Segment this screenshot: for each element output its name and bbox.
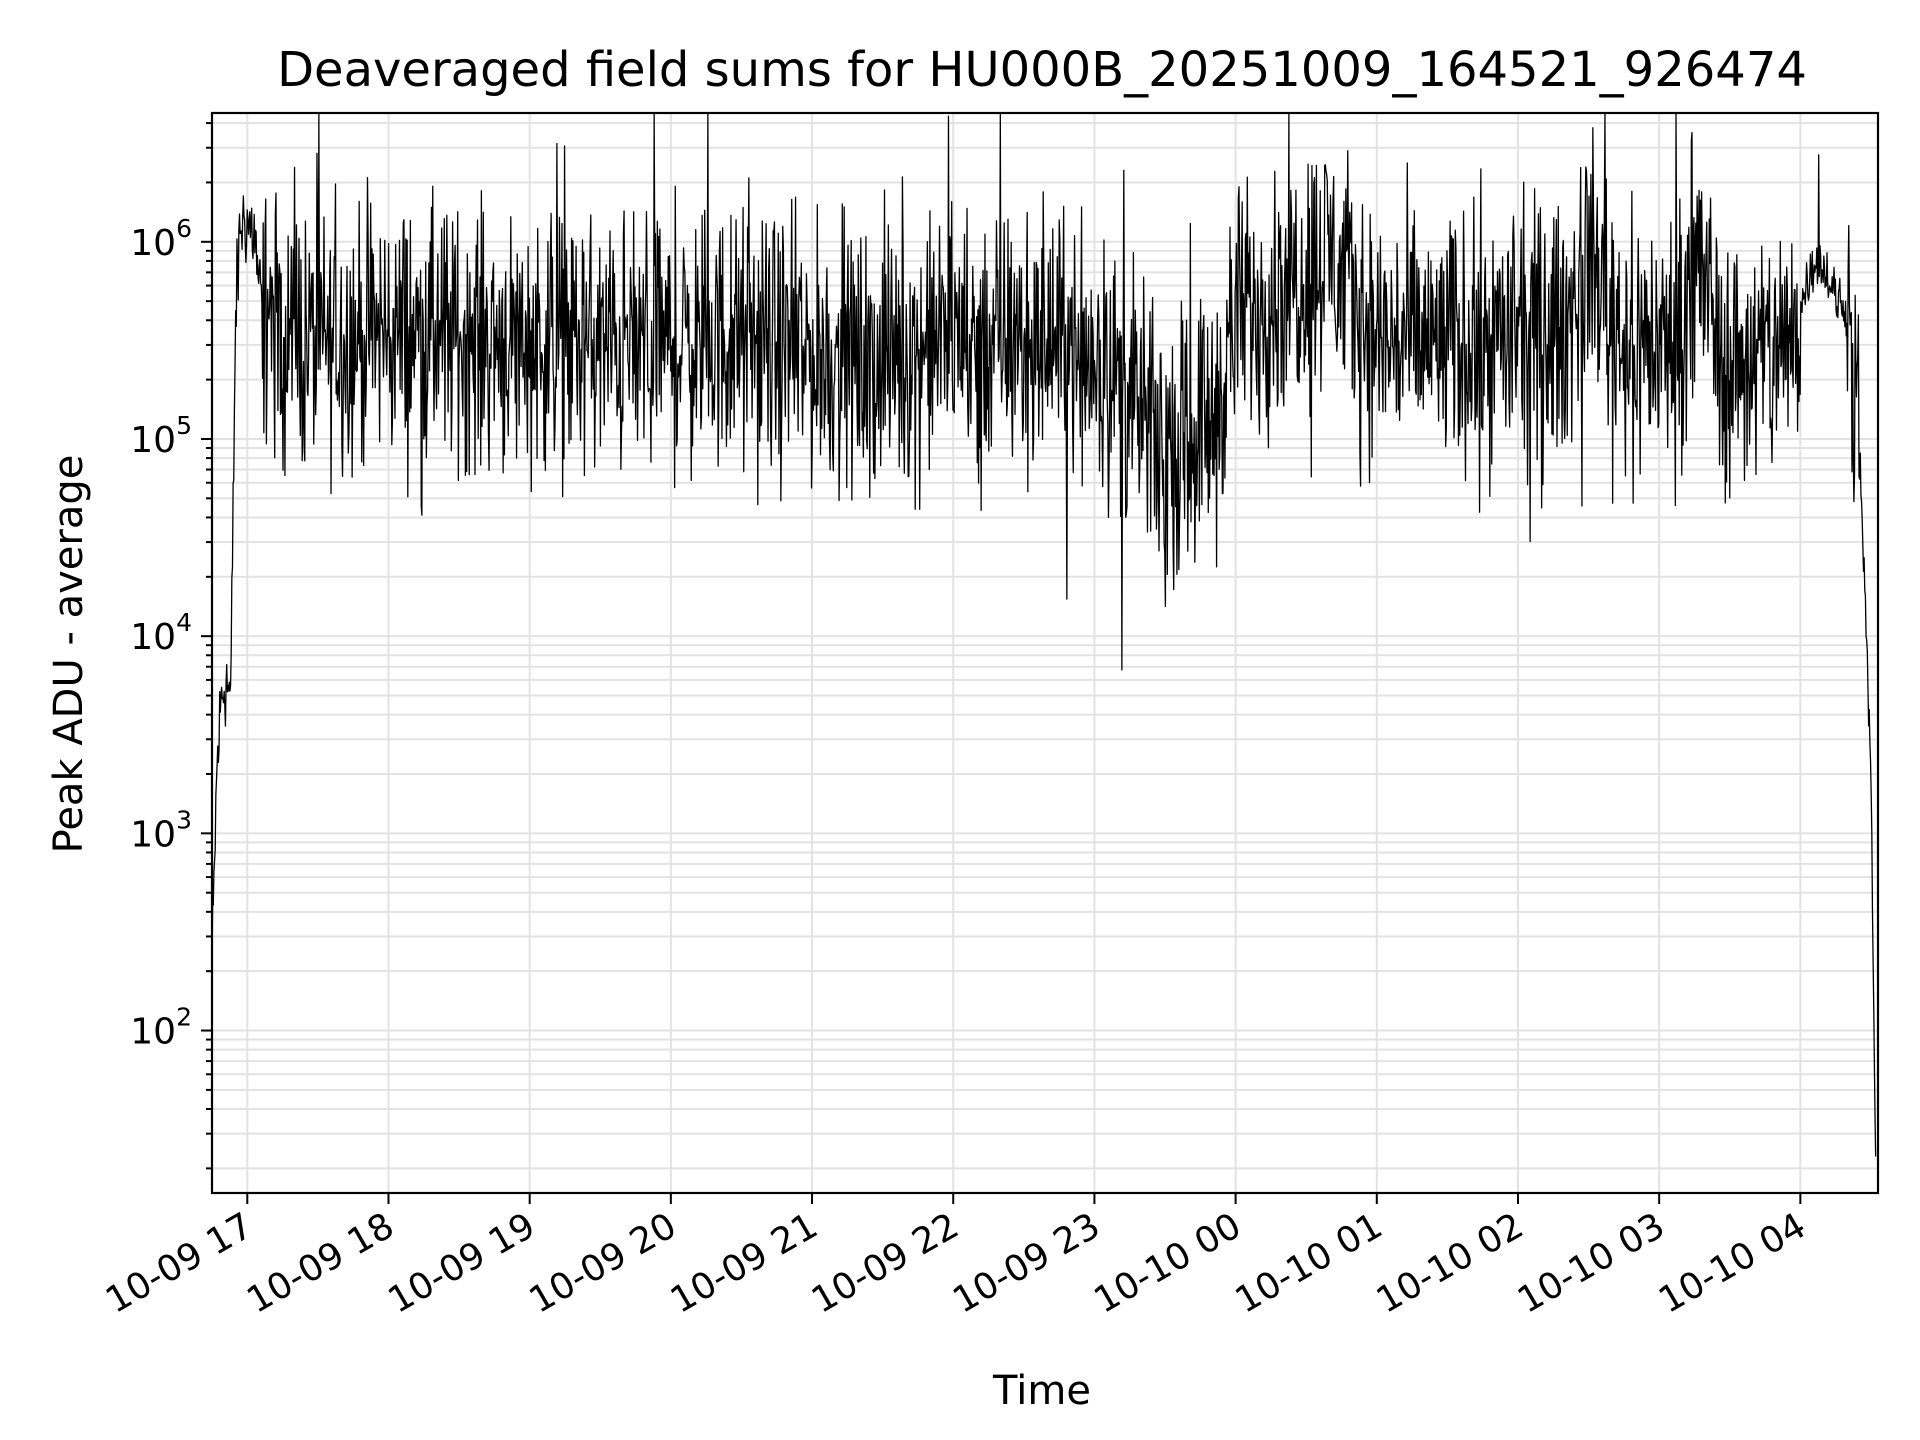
y-axis-label: Peak ADU - average	[46, 455, 92, 854]
y-tick-base: 10	[130, 223, 176, 264]
y-tick-label: 104	[130, 608, 192, 658]
x-axis-label: Time	[992, 1368, 1091, 1414]
series-line	[211, 112, 1877, 1157]
y-tick-base: 10	[130, 814, 176, 855]
y-tick-label: 105	[130, 411, 192, 461]
plot-area	[211, 112, 1877, 1157]
y-tick-label: 102	[130, 1003, 192, 1053]
y-tick-label: 103	[130, 805, 192, 855]
y-tick-exponent: 2	[176, 1003, 192, 1032]
y-tick-base: 10	[130, 1012, 176, 1053]
y-tick-exponent: 5	[176, 411, 192, 440]
y-tick-base: 10	[130, 617, 176, 658]
chart-title: Deaveraged field sums for HU000B_2025100…	[277, 42, 1807, 98]
y-tick-base: 10	[130, 420, 176, 461]
y-tick-label: 106	[130, 214, 192, 264]
y-tick-exponent: 4	[176, 608, 192, 637]
y-tick-exponent: 6	[176, 214, 192, 243]
y-tick-exponent: 3	[176, 805, 192, 834]
plot-frame	[210, 111, 1880, 1195]
